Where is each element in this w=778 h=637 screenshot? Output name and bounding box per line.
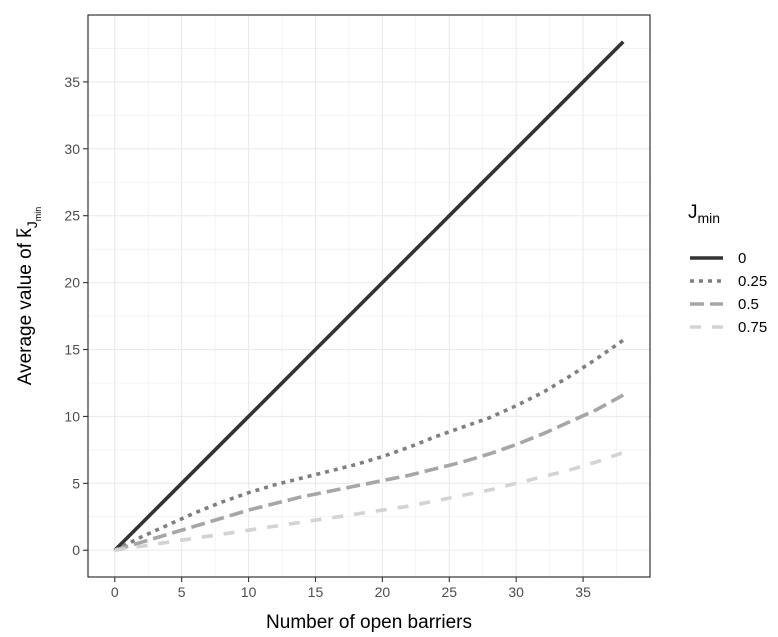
series-line-0-5 (114, 393, 625, 552)
series-lines (113, 40, 625, 553)
y-tick-label: 35 (64, 74, 80, 90)
axis-ticks: 0 5 10 15 20 25 30 35 0 5 10 15 20 25 30 35 (64, 74, 591, 600)
x-tick-label: 10 (241, 584, 257, 600)
plot-panel-border (87, 14, 651, 578)
legend: Jmin 0 0.25 0.5 0.75 (688, 202, 767, 336)
x-tick-label: 0 (111, 584, 119, 600)
legend-label-0-25: 0.25 (738, 273, 767, 290)
x-tick-label: 35 (575, 584, 591, 600)
y-axis-title-subscript: J (24, 221, 40, 228)
x-tick-label: 15 (308, 584, 324, 600)
y-tick-label: 20 (64, 275, 80, 291)
y-tick-label: 10 (64, 408, 80, 424)
y-axis-title-prefix: Average value of (15, 238, 36, 386)
x-tick-label: 5 (178, 584, 186, 600)
y-tick-label: 5 (72, 475, 80, 491)
x-axis-title: Number of open barriers (266, 612, 472, 633)
x-tick-label: 20 (375, 584, 391, 600)
legend-title: Jmin (688, 202, 720, 226)
grid (88, 14, 651, 577)
legend-items: 0 0.25 0.5 0.75 (690, 250, 767, 336)
y-tick-label: 15 (64, 342, 80, 358)
x-tick-label: 30 (508, 584, 524, 600)
y-tick-label: 25 (64, 208, 80, 224)
legend-title-main: J (688, 202, 698, 223)
x-tick-label: 25 (441, 584, 457, 600)
y-axis-title-symbol: k (15, 228, 36, 238)
series-line-0-25 (113, 338, 625, 552)
y-tick-label: 30 (64, 141, 80, 157)
series-line-0-75 (114, 450, 624, 553)
legend-label-0: 0 (738, 250, 746, 267)
y-axis-title: Average value of kJmin (15, 207, 43, 386)
y-tick-label: 0 (72, 542, 80, 558)
legend-title-sub: min (698, 210, 721, 226)
series-line-0 (113, 40, 625, 552)
legend-label-0-75: 0.75 (738, 319, 767, 336)
y-axis-title-subsubscript: min (33, 207, 43, 222)
legend-label-0-5: 0.5 (738, 296, 759, 313)
